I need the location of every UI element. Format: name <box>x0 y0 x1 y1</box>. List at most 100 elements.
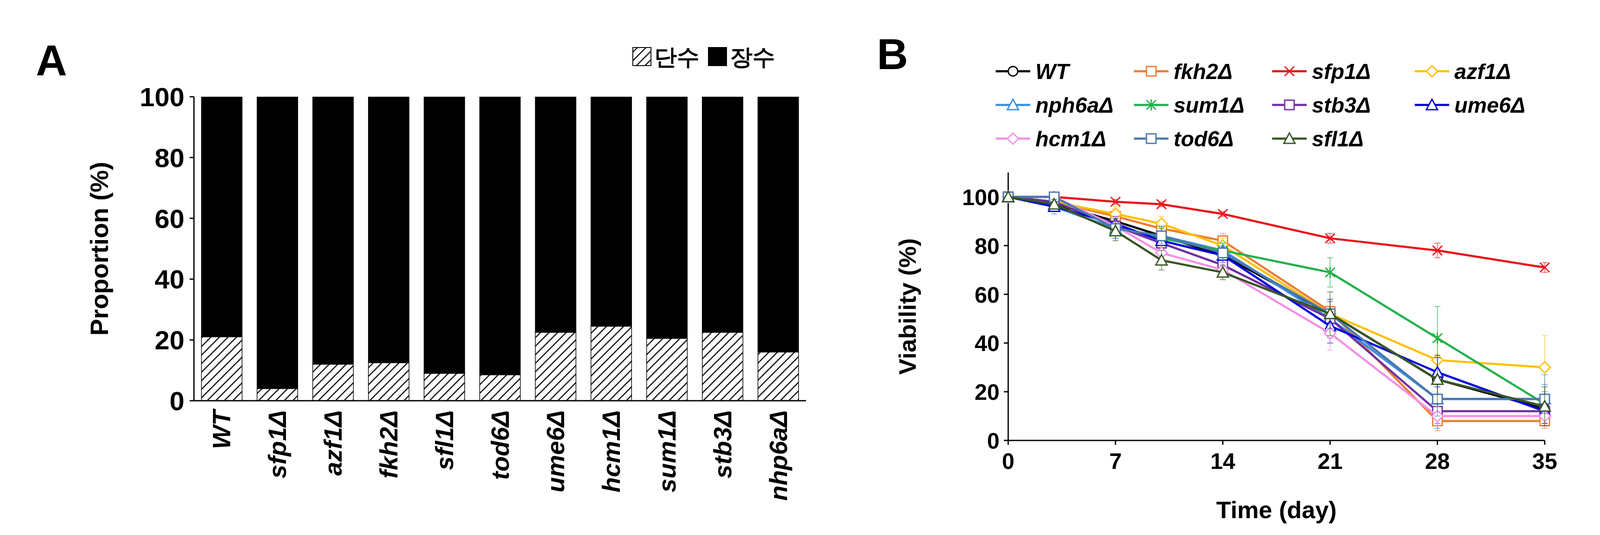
y-tick-label: 20 <box>154 325 185 356</box>
bar-segment <box>368 362 410 401</box>
y-tick-label: 60 <box>154 203 185 234</box>
marker <box>1156 231 1167 241</box>
y-tick-label: 80 <box>154 142 185 173</box>
bar-segment <box>758 352 799 401</box>
marker <box>1539 361 1551 374</box>
marker <box>1325 233 1335 244</box>
marker <box>1431 374 1444 385</box>
marker <box>1007 133 1019 145</box>
marker <box>1007 99 1019 110</box>
series <box>1003 192 1550 417</box>
category-label: fkh2Δ <box>374 410 403 479</box>
x-axis <box>193 400 807 402</box>
legend-label: sfl1Δ <box>1311 126 1364 152</box>
marker <box>1426 65 1438 77</box>
bar-segment <box>702 96 743 333</box>
x-tick <box>1544 440 1546 445</box>
series <box>1003 192 1550 424</box>
bars <box>201 96 799 401</box>
bar-segment <box>201 96 242 337</box>
bar-segment <box>758 96 799 353</box>
bar-segment <box>646 96 688 339</box>
y-tick-label: 0 <box>169 386 185 416</box>
marker <box>1218 248 1228 258</box>
y-tick-label: 100 <box>961 184 1000 210</box>
category-label: hcm1Δ <box>596 410 626 493</box>
marker <box>1048 198 1060 210</box>
marker <box>1324 308 1336 319</box>
y-axis <box>1007 172 1010 441</box>
series-group <box>1002 191 1551 431</box>
series <box>1003 192 1550 431</box>
line-panel: 0204060801000714212835Time (day)Viabilit… <box>893 59 1558 524</box>
y-tick-label: 0 <box>987 428 1000 454</box>
category-label: sfl1Δ <box>430 410 459 471</box>
x-tick <box>1007 440 1010 445</box>
bar-segment <box>424 96 465 374</box>
y-tick <box>189 278 194 280</box>
bar-segment <box>479 374 521 401</box>
bar-segment <box>535 332 576 401</box>
series-line <box>1008 196 1545 268</box>
x-tick-label: 0 <box>1002 448 1015 474</box>
panel-label: B <box>876 29 908 79</box>
series <box>1003 191 1550 417</box>
legend-label: 단수 <box>654 44 700 70</box>
bar-segment <box>646 338 688 401</box>
chart-root: WTsfp1Δazf1Δfkh2Δsfl1Δtod6Δume6Δhcm1Δsum… <box>0 0 1600 535</box>
marker <box>1155 230 1168 241</box>
category-label: WT <box>207 408 236 450</box>
series-line <box>1008 196 1545 412</box>
marker <box>1539 263 1550 273</box>
y-tick <box>189 156 194 159</box>
legend-label: azf1Δ <box>1454 59 1512 84</box>
bar-segment <box>424 373 465 401</box>
y-tick <box>189 217 194 220</box>
panel-label: A <box>35 36 67 85</box>
y-axis-title: Viability (%) <box>893 238 921 375</box>
legend-label: tod6Δ <box>1173 126 1234 152</box>
bar-segment <box>479 96 521 375</box>
legend-swatch <box>708 47 727 66</box>
y-tick <box>1003 391 1009 393</box>
x-tick-label: 28 <box>1425 448 1451 474</box>
category-label: azf1Δ <box>318 410 347 477</box>
y-tick-label: 20 <box>974 379 1000 405</box>
legend: 단수장수 <box>632 44 775 70</box>
marker <box>1539 400 1551 412</box>
x-tick <box>1222 440 1224 445</box>
y-tick <box>189 339 194 341</box>
bar-segment <box>312 96 354 365</box>
y-tick <box>1003 293 1009 296</box>
series-line <box>1008 196 1545 400</box>
x-tick-label: 35 <box>1532 448 1558 474</box>
series-line <box>1008 196 1545 417</box>
marker <box>1284 100 1295 110</box>
legend-label: sum1Δ <box>1173 93 1245 118</box>
y-axis-title: Proportion (%) <box>85 161 114 337</box>
legend-label: sfp1Δ <box>1311 59 1371 84</box>
x-axis <box>1008 440 1545 442</box>
bar-segment <box>201 336 242 401</box>
y-tick-label: 80 <box>974 233 1000 259</box>
marker <box>1218 209 1228 219</box>
marker <box>1110 196 1121 207</box>
x-tick-label: 14 <box>1210 448 1236 474</box>
marker <box>1217 266 1229 278</box>
bar-segment <box>535 96 576 333</box>
marker <box>1008 66 1018 77</box>
x-tick-label: 7 <box>1109 448 1122 474</box>
y-tick-label: 60 <box>974 282 1000 308</box>
category-label: stb3Δ <box>708 410 737 479</box>
marker <box>1432 332 1443 344</box>
series-line <box>1008 196 1545 412</box>
y-tick <box>1003 342 1009 344</box>
legend-label: nph6aΔ <box>1035 93 1114 118</box>
marker <box>1002 191 1014 202</box>
legend-label: WT <box>1035 59 1071 84</box>
series <box>1002 191 1551 424</box>
x-axis-title: Time (day) <box>1215 496 1337 524</box>
x-tick <box>1436 440 1439 445</box>
category-label: sum1Δ <box>652 410 681 493</box>
y-tick <box>189 400 194 402</box>
